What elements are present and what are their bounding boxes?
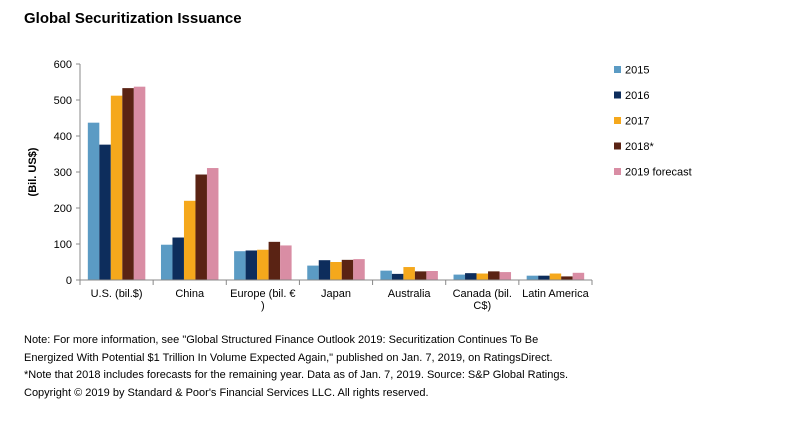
footnote-line: Copyright © 2019 by Standard & Poor's Fi… (24, 386, 429, 399)
bar (133, 86, 146, 281)
bar (499, 272, 512, 280)
footnote-line: Note: For more information, see "Global … (24, 334, 539, 346)
bar (572, 272, 585, 280)
bar (403, 267, 415, 280)
y-tick-label: 0 (66, 275, 72, 287)
bar (245, 250, 258, 280)
bar (110, 95, 123, 281)
legend-swatch (614, 117, 621, 124)
bar (549, 273, 562, 280)
bar (426, 271, 438, 280)
footnote-line: Energized With Potential $1 Trillion In … (24, 351, 553, 364)
bar (414, 271, 427, 280)
y-tick-label: 100 (54, 239, 72, 251)
bar (330, 262, 342, 280)
bar (257, 249, 269, 280)
y-tick-label: 400 (54, 131, 72, 143)
x-tick-label: Europe (bil. €) (230, 288, 295, 312)
bar (453, 274, 466, 280)
legend-swatch (614, 142, 621, 150)
x-tick-label: U.S. (bil.$) (91, 288, 143, 300)
bar (526, 275, 539, 280)
legend-swatch (614, 168, 621, 175)
bar (538, 275, 550, 280)
bar (341, 259, 354, 280)
bar (195, 174, 207, 280)
bar (465, 273, 477, 280)
legend-label: 2015 (625, 65, 649, 77)
legend-label: 2018* (625, 141, 654, 153)
footnote-line: *Note that 2018 includes forecasts for t… (24, 369, 569, 381)
bar (206, 168, 219, 280)
bar (160, 244, 173, 280)
bar (353, 259, 365, 280)
bar (268, 241, 281, 280)
footnote: Note: For more information, see "Global … (24, 332, 784, 402)
bar (561, 276, 573, 280)
bar (476, 273, 489, 280)
y-axis-label: (Bil. US$) (27, 147, 39, 196)
bar-chart: (Bil. US$) 0 100 200 300 400 500 600 U.S. (bil… (27, 59, 692, 312)
legend-swatch (614, 91, 621, 99)
bar (234, 251, 246, 280)
x-tick-label: Australia (388, 288, 432, 300)
bar (488, 271, 500, 280)
legend-swatch (614, 66, 621, 73)
chart-title: Global Securitization Issuance (24, 10, 242, 27)
legend-label: 2019 forecast (625, 167, 692, 179)
bar (307, 265, 319, 280)
bar (99, 144, 111, 280)
bar (87, 122, 100, 281)
bar (318, 260, 331, 280)
legend-label: 2017 (625, 116, 649, 128)
x-tick-label: Latin America (522, 288, 590, 300)
y-tick-label: 200 (54, 203, 72, 215)
bar (280, 245, 292, 280)
bar (172, 237, 184, 280)
legend-label: 2016 (625, 90, 649, 102)
bar (183, 200, 196, 280)
y-tick-label: 500 (54, 95, 72, 107)
x-tick-label: Canada (bil. C$) (453, 288, 512, 312)
bar (122, 88, 134, 281)
x-tick-label: China (175, 288, 205, 300)
bar (391, 273, 404, 280)
x-tick-label: Japan (321, 288, 351, 300)
y-tick-label: 600 (54, 59, 72, 71)
bar (380, 270, 392, 280)
y-tick-label: 300 (54, 167, 72, 179)
